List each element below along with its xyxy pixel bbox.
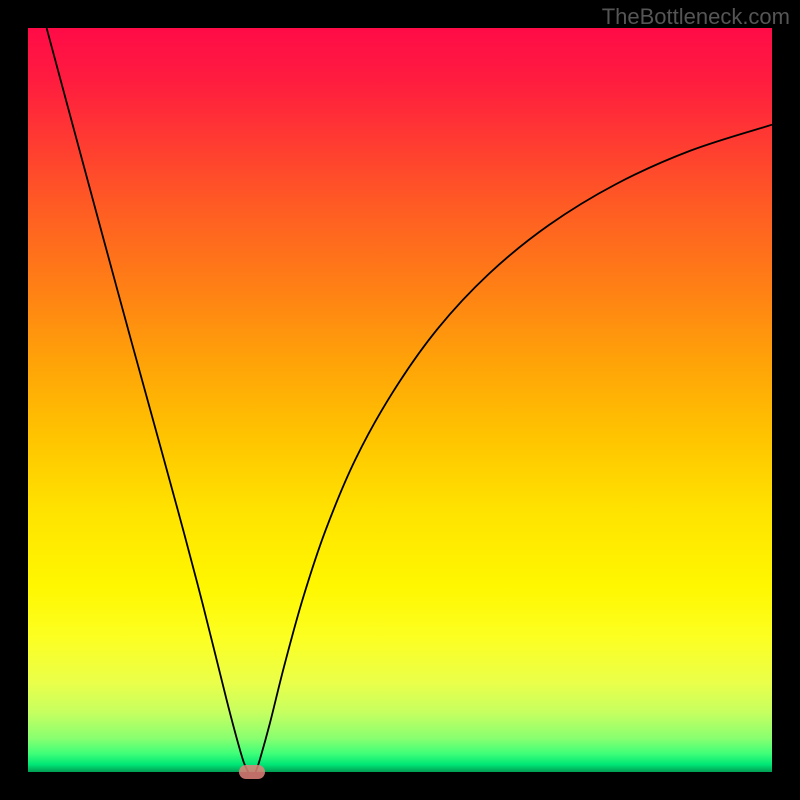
left-branch-line <box>47 28 249 772</box>
watermark-text: TheBottleneck.com <box>602 4 790 30</box>
chart-frame: TheBottleneck.com <box>0 0 800 800</box>
plot-area <box>28 28 772 772</box>
minimum-marker <box>239 765 265 779</box>
right-branch-line <box>256 125 772 772</box>
curve-layer <box>28 28 772 772</box>
